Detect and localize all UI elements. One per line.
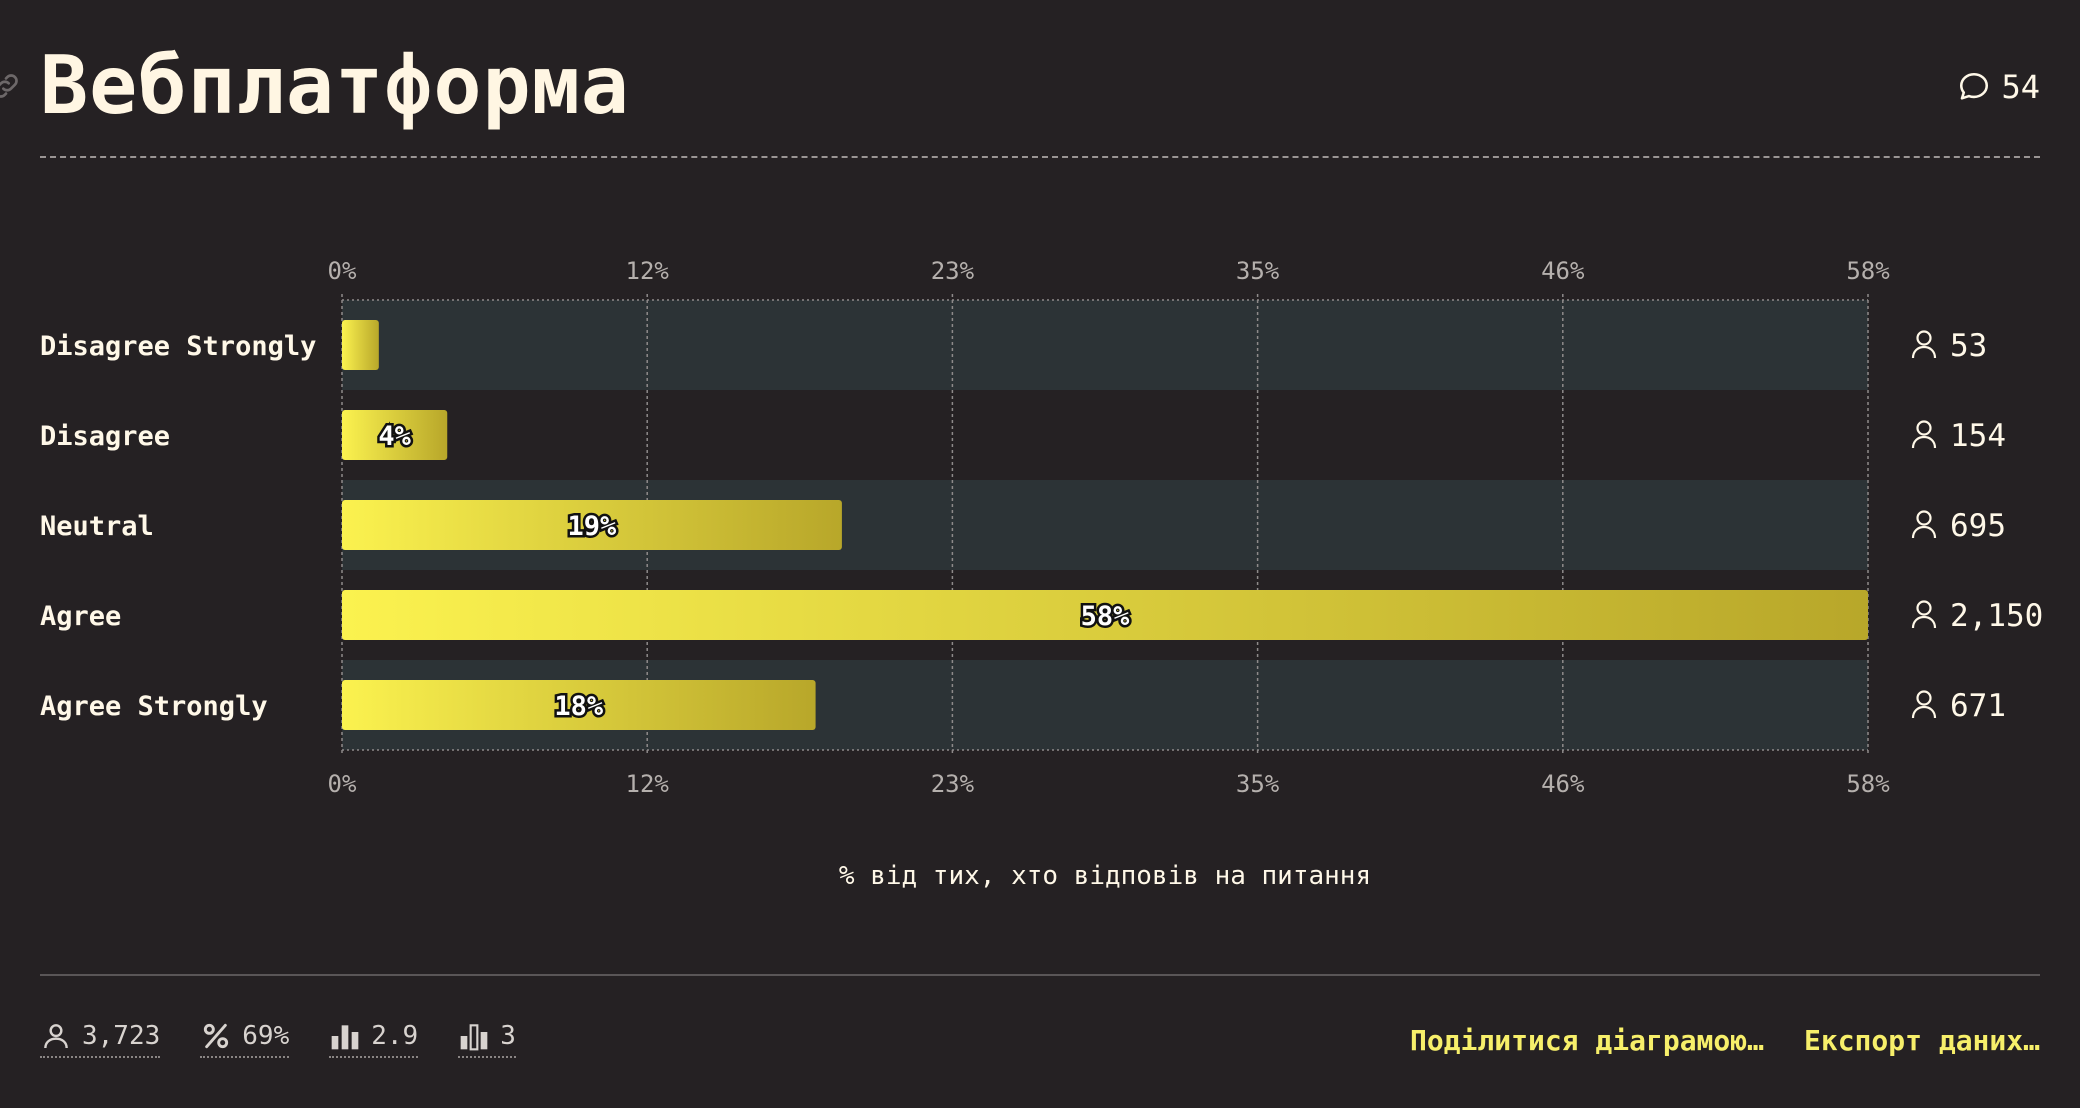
person-icon-body (1911, 435, 1937, 449)
respondent-count: 695 (1950, 508, 2006, 544)
response-rate-stat[interactable]: 69% (200, 1020, 290, 1058)
person-icon-body (1911, 705, 1937, 719)
response-rate-value: 69% (242, 1021, 290, 1051)
data-label: 18% (554, 691, 604, 722)
x-tick-label-bottom: 35% (1236, 770, 1280, 798)
speech-bubble-icon (1960, 72, 1989, 100)
comment-count: 54 (2001, 68, 2040, 106)
person-icon (1911, 690, 1937, 719)
link-icon[interactable] (0, 70, 22, 102)
chart-actions: Поділитися діаграмою… Експорт даних… (1410, 1024, 2040, 1057)
comments-link[interactable]: 54 (1957, 68, 2040, 106)
person-icon (1911, 510, 1937, 539)
person-icon-head (1916, 690, 1932, 706)
x-tick-label-top: 12% (626, 257, 670, 285)
median-value: 3 (500, 1021, 516, 1051)
category-label: Disagree (40, 421, 170, 452)
footer-divider (40, 974, 2040, 976)
mean-stat[interactable]: 2.9 (329, 1020, 419, 1058)
person-icon (1911, 420, 1937, 449)
person-icon-body (1911, 525, 1937, 539)
x-tick-label-bottom: 58% (1846, 770, 1890, 798)
person-icon-head (1916, 510, 1932, 526)
person-icon (1911, 600, 1937, 629)
respondents-value: 3,723 (82, 1021, 161, 1051)
row-band (342, 300, 1868, 390)
data-label: 58% (1081, 601, 1131, 632)
respondents-stat[interactable]: 3,723 (40, 1020, 161, 1058)
respondent-count: 671 (1950, 688, 2006, 724)
export-data-link[interactable]: Експорт даних… (1803, 1024, 2040, 1057)
percent-icon (204, 1023, 229, 1049)
x-tick-label-top: 58% (1846, 257, 1890, 285)
person-icon-head (1916, 330, 1932, 346)
x-tick-label-bottom: 46% (1541, 770, 1585, 798)
person-icon (1911, 330, 1937, 359)
summary-stats: 3,723 69% 2.9 3 (40, 1020, 516, 1058)
x-tick-label-bottom: 23% (931, 770, 975, 798)
title-divider (40, 156, 2040, 158)
respondent-count: 53 (1950, 328, 1987, 364)
bar-mean-icon (331, 1025, 359, 1050)
x-tick-label-bottom: 0% (328, 770, 357, 798)
bar[interactable] (342, 500, 842, 550)
bar-median-icon (460, 1024, 488, 1051)
data-label: 4% (378, 421, 411, 452)
x-tick-label-top: 35% (1236, 257, 1280, 285)
data-label: 19% (568, 511, 618, 542)
x-tick-label-top: 46% (1541, 257, 1585, 285)
category-label: Agree (40, 601, 121, 632)
person-icon-head (1916, 600, 1932, 616)
bar[interactable] (342, 320, 379, 370)
category-label: Disagree Strongly (40, 331, 316, 362)
mean-value: 2.9 (371, 1021, 419, 1051)
person-icon-head (1916, 420, 1932, 436)
category-label: Agree Strongly (40, 691, 268, 722)
x-tick-label-bottom: 12% (626, 770, 670, 798)
person-icon (44, 1024, 68, 1049)
person-icon-body (1911, 615, 1937, 629)
respondent-count: 2,150 (1950, 598, 2043, 634)
bar[interactable] (342, 680, 816, 730)
share-chart-link[interactable]: Поділитися діаграмою… (1409, 1024, 1764, 1057)
x-axis-title: % від тих, хто відповів на питання (839, 861, 1371, 891)
x-tick-label-top: 0% (328, 257, 357, 285)
page-title: Вебплатформа (40, 39, 630, 132)
category-label: Neutral (40, 511, 154, 542)
respondent-count: 154 (1950, 418, 2006, 454)
x-tick-label-top: 23% (931, 257, 975, 285)
median-stat[interactable]: 3 (458, 1020, 516, 1058)
bar[interactable] (342, 410, 448, 460)
bar[interactable] (342, 590, 1868, 640)
person-icon-body (1911, 345, 1937, 359)
